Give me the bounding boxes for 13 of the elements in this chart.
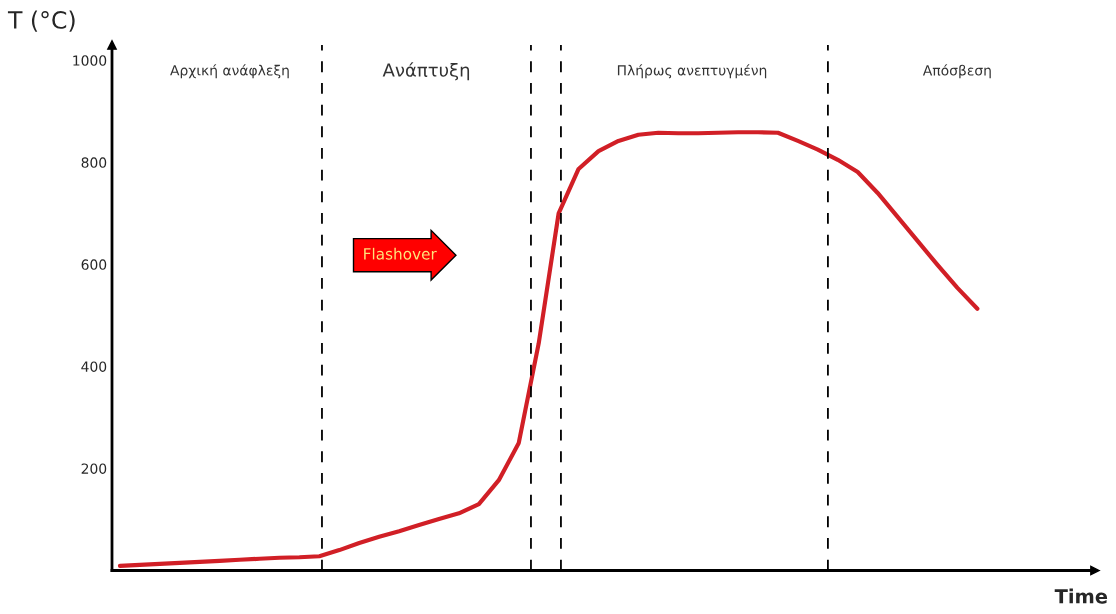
y-tick-label: 1000 [73, 55, 107, 66]
annotation: Πλήρως ανεπτυγμένη [617, 64, 767, 79]
y-tick-label: 800 [81, 157, 107, 168]
y-tick-label: 400 [81, 361, 107, 372]
annotation: Flashover [364, 247, 437, 260]
annotation: Αρχική ανάφλεξη [170, 64, 289, 79]
y-axis-title: T (°C) [7, 10, 75, 32]
x-axis-title: Time [1054, 588, 1108, 604]
y-tick-label: 600 [81, 259, 107, 270]
line-series [117, 130, 980, 568]
y-tick-label: 200 [81, 463, 107, 474]
annotation: Ανάπτυξη [382, 62, 470, 81]
annotation: Απόσβεση [922, 64, 991, 79]
